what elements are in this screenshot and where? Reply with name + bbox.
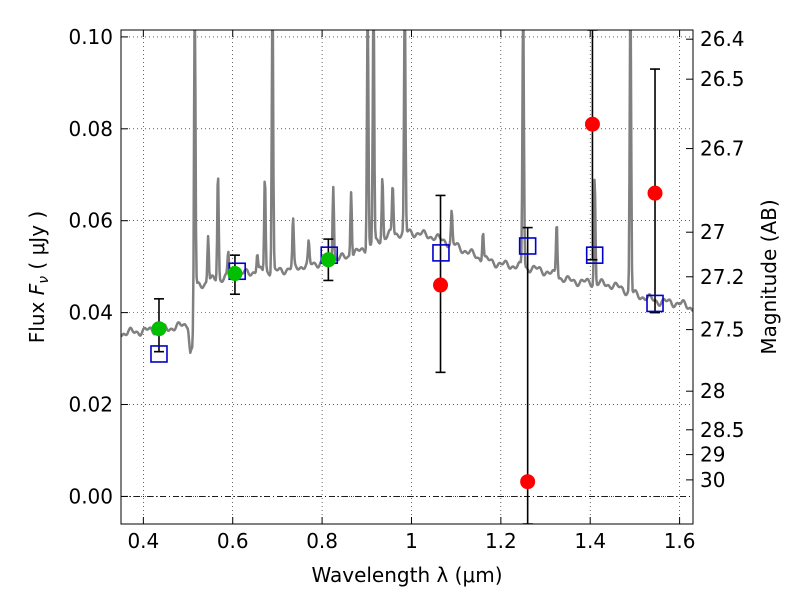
y-axis-label: Flux Fν ( μJy ) [25, 211, 52, 343]
nondetected-point [584, 116, 600, 132]
y-tick-label: 0.04 [68, 301, 113, 325]
nondetected-point [520, 474, 536, 490]
right-tick-label: 29 [700, 443, 725, 467]
y-tick-label: 0.06 [68, 209, 113, 233]
x-tick-labels: 0.4 0.6 0.8 1 1.2 1.4 1.6 [127, 529, 695, 553]
x-tick-label: 1 [405, 529, 418, 553]
right-tick-label: 30 [700, 468, 725, 492]
x-tick-label: 1.2 [485, 529, 517, 553]
y-axis-label-prefix: Flux [25, 295, 49, 343]
y-tick-label: 0.02 [68, 393, 113, 417]
detected-point [320, 252, 336, 268]
axis-ticks [121, 30, 693, 524]
x-tick-label: 0.6 [217, 529, 249, 553]
x-tick-label: 1.6 [664, 529, 696, 553]
y-axis-label-symbol: F [25, 283, 49, 295]
right-tick-label: 28.5 [700, 418, 745, 442]
y-tick-labels: 0.00 0.02 0.04 0.06 0.08 0.10 [68, 25, 113, 509]
x-tick-label: 1.4 [574, 529, 606, 553]
y-axis-label-suffix: ( μJy ) [25, 211, 49, 276]
nondetected-point [433, 277, 449, 293]
right-tick-label: 27.5 [700, 318, 745, 342]
right-tick-label: 26.7 [700, 137, 745, 161]
right-tick-label: 27 [700, 220, 725, 244]
observed-points [151, 116, 663, 490]
model-point [518, 237, 537, 255]
model-point [585, 246, 604, 264]
detected-point [151, 321, 167, 337]
model-point [432, 244, 450, 262]
nondetected-point [647, 185, 663, 201]
right-tick-label: 26.5 [700, 67, 745, 91]
spectrum [121, 30, 693, 355]
x-tick-label: 0.4 [127, 529, 159, 553]
spectrum-line [121, 30, 693, 355]
x-tick-label: 0.8 [306, 529, 338, 553]
right-tick-label: 28 [700, 379, 725, 403]
detected-point [227, 266, 243, 282]
y-axis-label-subscript: ν [36, 276, 52, 284]
x-axis-label: Wavelength λ (μm) [311, 563, 502, 587]
right-tick-label: 27.2 [700, 265, 745, 289]
y-tick-label: 0.10 [68, 25, 113, 49]
right-tick-label: 26.4 [700, 27, 745, 51]
y-tick-label: 0.00 [68, 484, 113, 508]
right-axis-label: Magnitude (AB) [757, 199, 781, 354]
model-point [646, 294, 664, 313]
model-point [150, 345, 168, 363]
y-tick-label: 0.08 [68, 117, 113, 141]
